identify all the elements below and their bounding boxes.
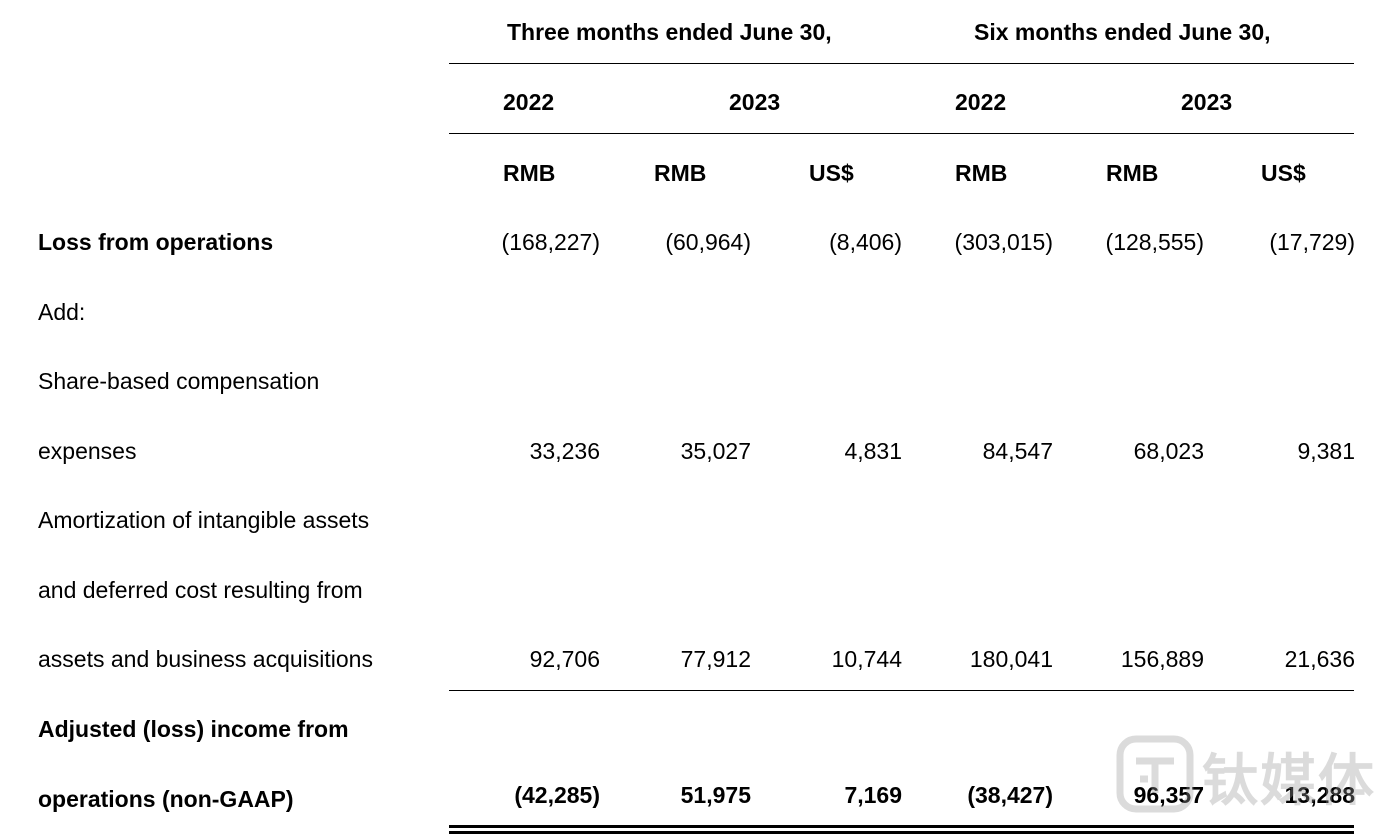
header-six-months: Six months ended June 30,	[974, 19, 1271, 45]
row-label-adjusted-line1: Adjusted (loss) income from	[38, 716, 349, 742]
header-year-1: 2022	[503, 89, 555, 115]
row-label-amortization-line2: and deferred cost resulting from	[38, 577, 363, 603]
header-rule-years	[449, 133, 1354, 134]
cell-loss-2: (60,964)	[665, 229, 751, 255]
cell-adjusted-1: (42,285)	[514, 782, 600, 808]
cell-amort-3: 10,744	[831, 646, 902, 672]
header-currency-3: US$	[809, 160, 854, 186]
cell-amort-4: 180,041	[969, 646, 1053, 672]
header-year-4: 2023	[1181, 89, 1233, 115]
cell-adjusted-3: 7,169	[844, 782, 902, 808]
cell-share-6: 9,381	[1297, 438, 1355, 464]
cell-share-2: 35,027	[680, 438, 751, 464]
cell-adjusted-4: (38,427)	[967, 782, 1053, 808]
cell-amort-6: 21,636	[1284, 646, 1355, 672]
header-currency-5: RMB	[1106, 160, 1159, 186]
cell-adjusted-5: 96,357	[1133, 782, 1204, 808]
cell-adjusted-2: 51,975	[680, 782, 751, 808]
row-label-adjusted-line2: operations (non-GAAP)	[38, 786, 294, 812]
header-currency-4: RMB	[955, 160, 1008, 186]
row-label-amortization-line1: Amortization of intangible assets	[38, 507, 370, 533]
header-year-2: 2023	[729, 89, 781, 115]
cell-share-3: 4,831	[844, 438, 902, 464]
watermark-text: 钛媒体	[1202, 749, 1376, 812]
total-double-rule-top	[449, 825, 1354, 828]
cell-amort-5: 156,889	[1120, 646, 1204, 672]
cell-amort-2: 77,912	[680, 646, 751, 672]
cell-loss-4: (303,015)	[954, 229, 1053, 255]
header-currency-1: RMB	[503, 160, 556, 186]
header-year-3: 2022	[955, 89, 1007, 115]
tmtpost-logo-icon	[1116, 735, 1194, 818]
header-currency-2: RMB	[654, 160, 707, 186]
total-double-rule-bottom	[449, 831, 1354, 834]
header-three-months: Three months ended June 30,	[507, 19, 832, 45]
row-label-share-based-line1: Share-based compensation	[38, 368, 320, 394]
cell-share-4: 84,547	[982, 438, 1053, 464]
row-label-amortization-line3: assets and business acquisitions	[38, 646, 373, 672]
header-rule-top	[449, 63, 1354, 64]
cell-loss-3: (8,406)	[829, 229, 902, 255]
cell-loss-1: (168,227)	[501, 229, 600, 255]
cell-share-5: 68,023	[1133, 438, 1204, 464]
row-label-loss-from-operations: Loss from operations	[38, 229, 274, 255]
header-currency-6: US$	[1261, 160, 1306, 186]
cell-loss-6: (17,729)	[1269, 229, 1355, 255]
row-label-add: Add:	[38, 299, 86, 325]
row-label-share-based-line2: expenses	[38, 438, 137, 464]
cell-adjusted-6: 13,288	[1284, 782, 1355, 808]
watermark: 钛媒体	[1116, 735, 1376, 818]
cell-loss-5: (128,555)	[1105, 229, 1204, 255]
subtotal-rule	[449, 690, 1354, 691]
cell-share-1: 33,236	[529, 438, 600, 464]
cell-amort-1: 92,706	[529, 646, 600, 672]
